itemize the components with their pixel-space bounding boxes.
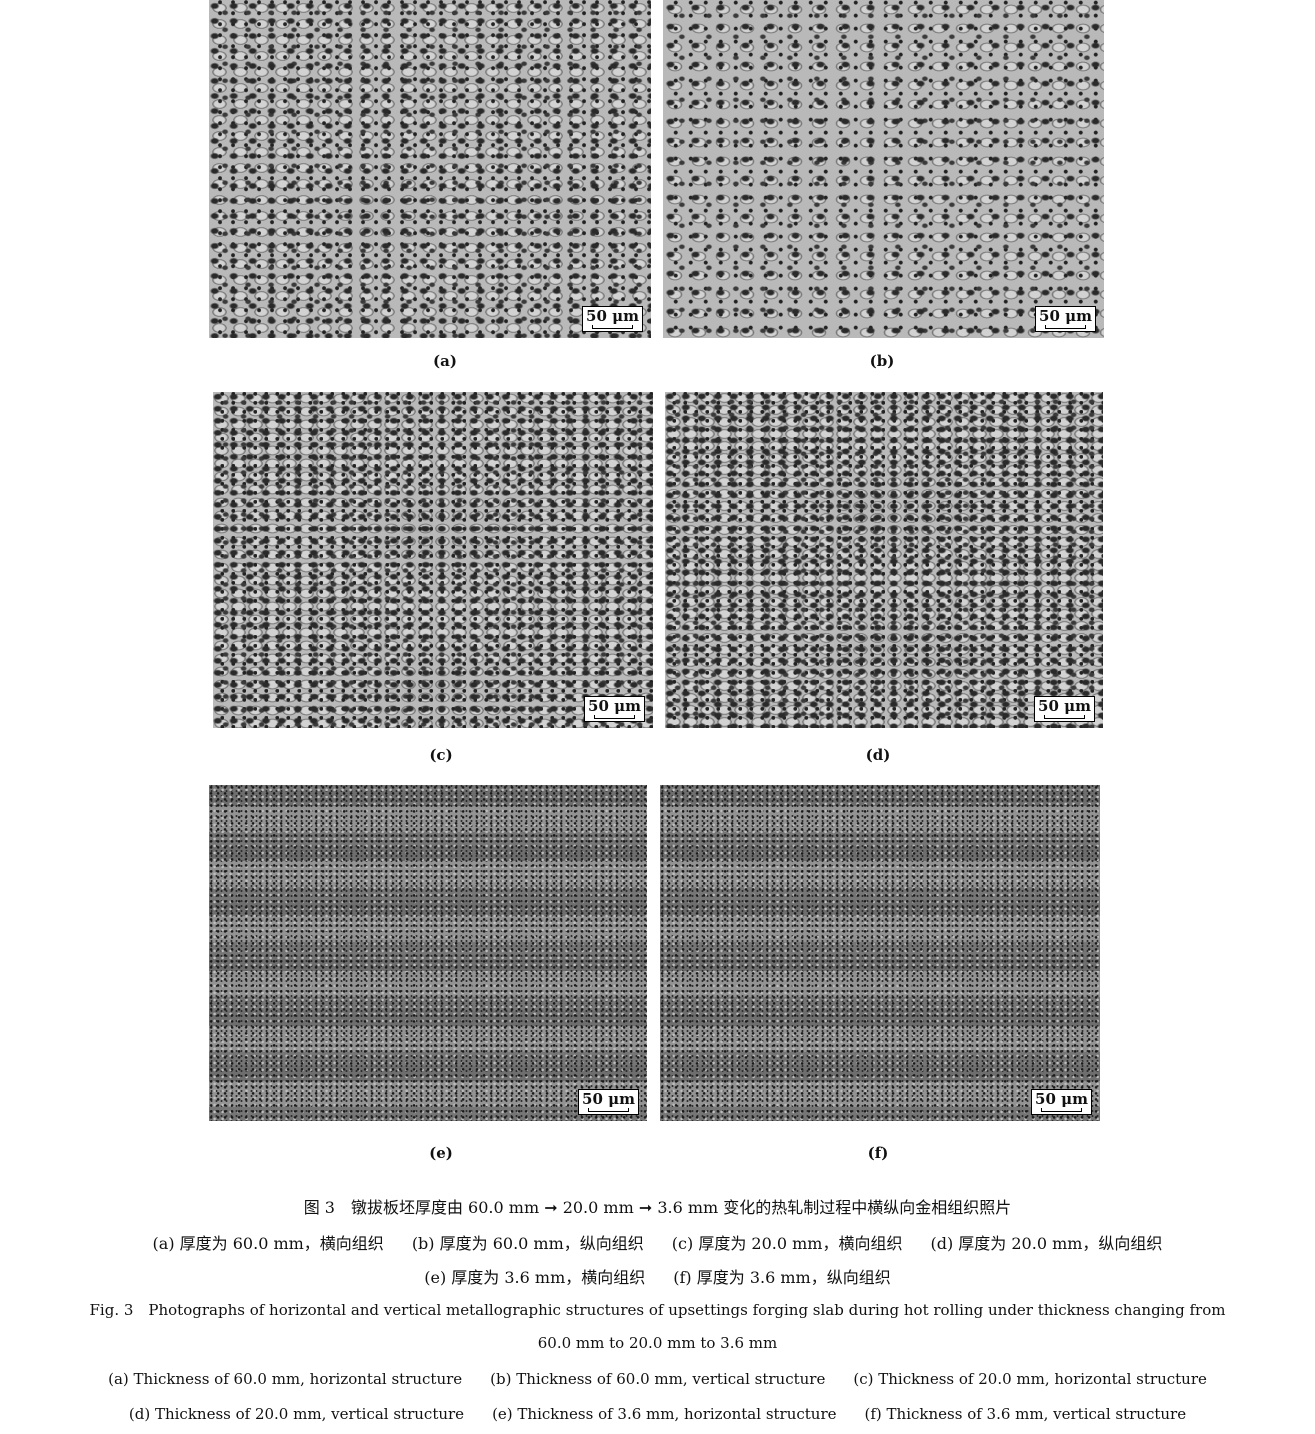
- micrograph-d: 50 μm: [665, 392, 1103, 728]
- scale-label: 50 μm: [586, 307, 639, 325]
- caption-cn-item: (b) 厚度为 60.0 mm，纵向组织: [411, 1234, 644, 1253]
- scale-label: 50 μm: [582, 1090, 635, 1108]
- scale-bar: 50 μm: [584, 696, 645, 722]
- scale-bar: 50 μm: [578, 1089, 639, 1115]
- caption-en-title-1: Fig. 3 Photographs of horizontal and ver…: [89, 1301, 1226, 1319]
- caption-cn-row1: (a) 厚度为 60.0 mm，横向组织 (b) 厚度为 60.0 mm，纵向组织…: [0, 1230, 1315, 1254]
- scale-label: 50 μm: [588, 697, 641, 715]
- panel-label-a: (a): [433, 352, 457, 370]
- caption-en-item: (c) Thickness of 20.0 mm, horizontal str…: [853, 1370, 1207, 1388]
- micrograph-b: 50 μm: [663, 0, 1104, 338]
- caption-cn-item: (c) 厚度为 20.0 mm，横向组织: [671, 1234, 903, 1253]
- scale-bar: 50 μm: [1035, 306, 1096, 332]
- scale-label: 50 μm: [1035, 1090, 1088, 1108]
- panel-label-f: (f): [867, 1144, 889, 1162]
- caption-en-row1: (a) Thickness of 60.0 mm, horizontal str…: [0, 1370, 1315, 1388]
- scale-bar: 50 μm: [1034, 696, 1095, 722]
- caption-en-item: (f) Thickness of 3.6 mm, vertical struct…: [864, 1405, 1187, 1423]
- caption-en-row2: (d) Thickness of 20.0 mm, vertical struc…: [0, 1405, 1315, 1423]
- caption-cn-item: (d) 厚度为 20.0 mm，纵向组织: [930, 1234, 1163, 1253]
- panel-label-c: (c): [429, 746, 453, 764]
- panel-label-d: (d): [865, 746, 891, 764]
- scale-label: 50 μm: [1038, 697, 1091, 715]
- caption-cn-item: (e) 厚度为 3.6 mm，横向组织: [424, 1268, 646, 1287]
- scale-bar: 50 μm: [582, 306, 643, 332]
- caption-cn-title: 图 3 镦拔板坯厚度由 60.0 mm ➞ 20.0 mm ➞ 3.6 mm 变…: [303, 1198, 1012, 1217]
- panel-label-b: (b): [869, 352, 895, 370]
- caption-en-item: (d) Thickness of 20.0 mm, vertical struc…: [128, 1405, 465, 1423]
- caption-cn-row2: (e) 厚度为 3.6 mm，横向组织 (f) 厚度为 3.6 mm，纵向组织: [0, 1264, 1315, 1288]
- caption-cn-item: (a) 厚度为 60.0 mm，横向组织: [152, 1234, 384, 1253]
- caption-en-item: (a) Thickness of 60.0 mm, horizontal str…: [108, 1370, 463, 1388]
- micrograph-a: 50 μm: [209, 0, 651, 338]
- caption-cn-item: (f) 厚度为 3.6 mm，纵向组织: [673, 1268, 891, 1287]
- micrograph-f: 50 μm: [660, 785, 1100, 1121]
- caption-en-item: (e) Thickness of 3.6 mm, horizontal stru…: [492, 1405, 837, 1423]
- scale-label: 50 μm: [1039, 307, 1092, 325]
- caption-en-item: (b) Thickness of 60.0 mm, vertical struc…: [490, 1370, 826, 1388]
- scale-bar: 50 μm: [1031, 1089, 1092, 1115]
- micrograph-c: 50 μm: [213, 392, 653, 728]
- caption-en-title-2: 60.0 mm to 20.0 mm to 3.6 mm: [537, 1334, 778, 1352]
- micrograph-e: 50 μm: [209, 785, 647, 1121]
- panel-label-e: (e): [429, 1144, 453, 1162]
